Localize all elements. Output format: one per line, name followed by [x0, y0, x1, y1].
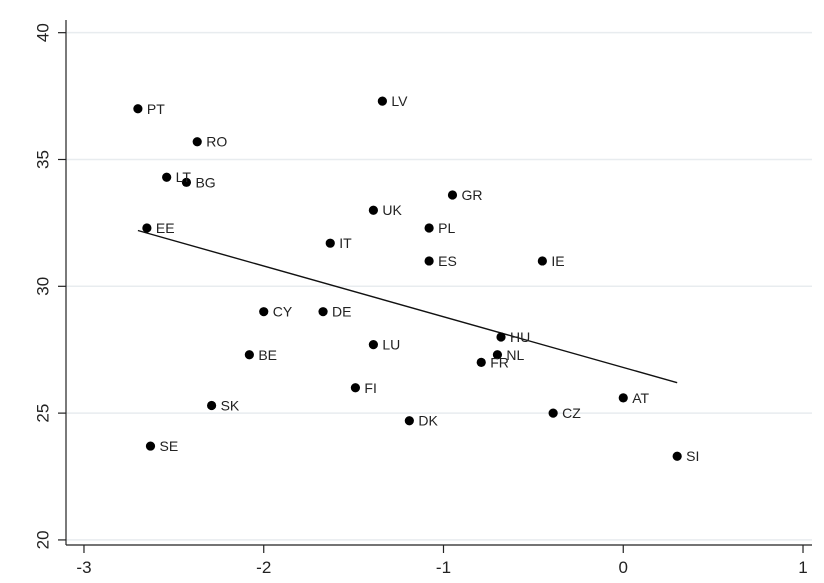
gridlines [66, 31, 812, 541]
point-label: LV [391, 93, 408, 109]
point-label: IT [339, 235, 352, 251]
data-point [192, 137, 202, 147]
data-point [142, 223, 152, 233]
fit-line [137, 229, 678, 384]
data-point [181, 177, 192, 187]
data-point [377, 96, 387, 106]
x-tick-label: 1 [798, 558, 807, 577]
data-point [318, 307, 328, 317]
data-point [207, 400, 217, 411]
point-label: CZ [562, 405, 581, 421]
data-point [447, 190, 458, 200]
data-point [404, 416, 414, 426]
data-point [145, 441, 156, 451]
point-label: BG [195, 174, 215, 190]
point-label: SE [159, 438, 178, 454]
point-label: FI [364, 380, 376, 396]
point-label: PL [438, 220, 455, 236]
x-tick-label: -2 [256, 558, 271, 577]
point-label: LT [176, 169, 192, 185]
data-point [368, 340, 378, 350]
y-tick-label: 40 [33, 23, 52, 42]
data-point [350, 383, 361, 393]
point-label: DK [418, 413, 438, 429]
point-label: ES [438, 253, 457, 269]
y-tick-label: 25 [33, 404, 52, 423]
point-label: CY [273, 304, 293, 320]
data-point [259, 307, 269, 317]
data-point [496, 332, 506, 342]
point-label: FR [490, 354, 509, 370]
point-label: RO [206, 134, 227, 150]
x-tick-label: -1 [436, 558, 451, 577]
point-label: BE [258, 347, 277, 363]
data-point [424, 256, 434, 266]
data-point [244, 350, 254, 360]
axes: 20 25 30 35 40 -3 -2 -1 0 1 [33, 20, 812, 577]
point-label: GR [461, 187, 482, 203]
data-point [325, 238, 335, 248]
data-point [492, 350, 503, 360]
y-tick-label: 20 [33, 530, 52, 549]
data-point [537, 256, 547, 266]
y-tick-label: 35 [33, 150, 52, 169]
data-point [424, 223, 434, 233]
point-label: LU [382, 337, 400, 353]
data-point [162, 172, 172, 182]
point-label: SI [686, 448, 699, 464]
point-label: PT [147, 101, 165, 117]
point-label: AT [632, 390, 649, 406]
point-label: IE [551, 253, 564, 269]
data-point [672, 451, 682, 461]
data-point [548, 408, 558, 418]
point-label: UK [382, 202, 402, 218]
y-tick-label: 30 [33, 277, 52, 296]
data-points [133, 96, 682, 461]
data-point [618, 393, 628, 403]
data-point [476, 357, 486, 367]
data-point [133, 104, 143, 114]
point-label: DE [332, 304, 351, 320]
data-point [368, 205, 378, 215]
point-label: HU [510, 329, 530, 345]
x-tick-label: -3 [76, 558, 91, 577]
x-tick-label: 0 [619, 558, 628, 577]
point-label: EE [156, 220, 175, 236]
fit-line-layer [137, 229, 678, 384]
point-label: NL [506, 347, 524, 363]
point-label: SK [221, 398, 240, 414]
